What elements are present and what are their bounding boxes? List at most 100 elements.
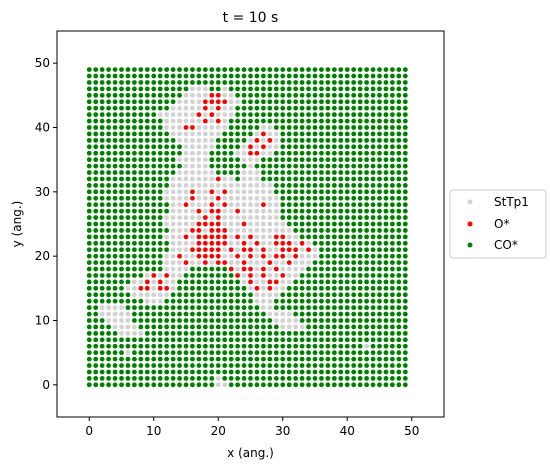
point-co [338, 183, 344, 188]
point-sttp1 [261, 228, 266, 233]
point-co [319, 311, 324, 317]
point-co [312, 298, 318, 304]
point-co [267, 318, 273, 323]
point-co [248, 112, 253, 118]
point-co [383, 343, 389, 349]
point-co [241, 118, 247, 124]
point-co [344, 363, 350, 368]
point-co [215, 86, 221, 92]
point-co [151, 202, 157, 208]
point-co [183, 285, 189, 291]
point-co [306, 279, 311, 285]
point-co [299, 73, 305, 79]
point-co [286, 215, 292, 220]
y-tick-label: 50 [35, 56, 50, 70]
point-co [170, 144, 176, 150]
point-co [325, 318, 331, 323]
point-o [196, 112, 202, 118]
point-o [299, 240, 305, 246]
point-sttp1 [177, 266, 182, 272]
point-sttp1 [228, 234, 234, 240]
point-co [99, 183, 105, 188]
point-co [144, 253, 150, 259]
point-co [402, 67, 408, 72]
point-co [383, 330, 389, 336]
point-co [377, 369, 382, 375]
point-co [125, 176, 131, 182]
point-co [235, 305, 241, 311]
plot-frame [56, 30, 445, 418]
point-co [383, 363, 389, 368]
point-co [248, 292, 253, 298]
point-o [202, 260, 208, 265]
point-co [132, 157, 137, 163]
point-co [338, 260, 344, 265]
point-co [383, 305, 389, 311]
point-co [306, 195, 311, 201]
point-co [190, 337, 195, 343]
point-co [402, 221, 408, 227]
point-sttp1 [254, 215, 260, 220]
point-sttp1 [261, 215, 266, 220]
point-co [396, 105, 402, 111]
point-sttp1 [261, 189, 266, 195]
point-co [344, 118, 350, 124]
point-co [267, 157, 273, 163]
point-co [138, 273, 144, 278]
point-co [106, 292, 111, 298]
point-co [228, 330, 234, 336]
point-co [93, 80, 99, 85]
point-co [280, 298, 286, 304]
point-co [86, 221, 92, 227]
point-co [241, 137, 247, 143]
point-sttp1 [190, 253, 195, 259]
point-co [125, 80, 131, 85]
point-co [293, 376, 299, 381]
point-co [144, 234, 150, 240]
point-co [370, 73, 376, 79]
point-co [402, 382, 408, 388]
point-sttp1 [235, 266, 241, 272]
point-co [331, 266, 337, 272]
point-co [267, 170, 273, 175]
point-co [202, 330, 208, 336]
point-sttp1 [299, 324, 305, 330]
point-co [396, 382, 402, 388]
point-co [138, 189, 144, 195]
point-co [383, 376, 389, 381]
point-co [377, 337, 382, 343]
point-co [396, 279, 402, 285]
point-co [125, 234, 131, 240]
point-co [170, 298, 176, 304]
point-co [222, 363, 228, 368]
point-co [164, 382, 170, 388]
point-co [338, 208, 344, 214]
point-sttp1 [183, 131, 189, 137]
point-co [306, 137, 311, 143]
point-co [383, 67, 389, 72]
point-co [93, 86, 99, 92]
point-co [241, 298, 247, 304]
point-sttp1 [228, 240, 234, 246]
point-sttp1 [235, 240, 241, 246]
point-co [383, 86, 389, 92]
point-co [144, 376, 150, 381]
point-co [370, 266, 376, 272]
point-sttp1 [286, 228, 292, 233]
point-co [125, 305, 131, 311]
point-co [312, 273, 318, 278]
point-co [222, 131, 228, 137]
point-co [99, 150, 105, 156]
point-co [364, 324, 369, 330]
point-co [157, 350, 163, 356]
point-co [86, 343, 92, 349]
point-co [396, 266, 402, 272]
point-co [325, 73, 331, 79]
point-o [261, 202, 266, 208]
point-co [357, 112, 363, 118]
point-co [177, 285, 182, 291]
point-o [248, 266, 253, 272]
point-sttp1 [267, 228, 273, 233]
point-co [157, 125, 163, 130]
point-co [222, 170, 228, 175]
